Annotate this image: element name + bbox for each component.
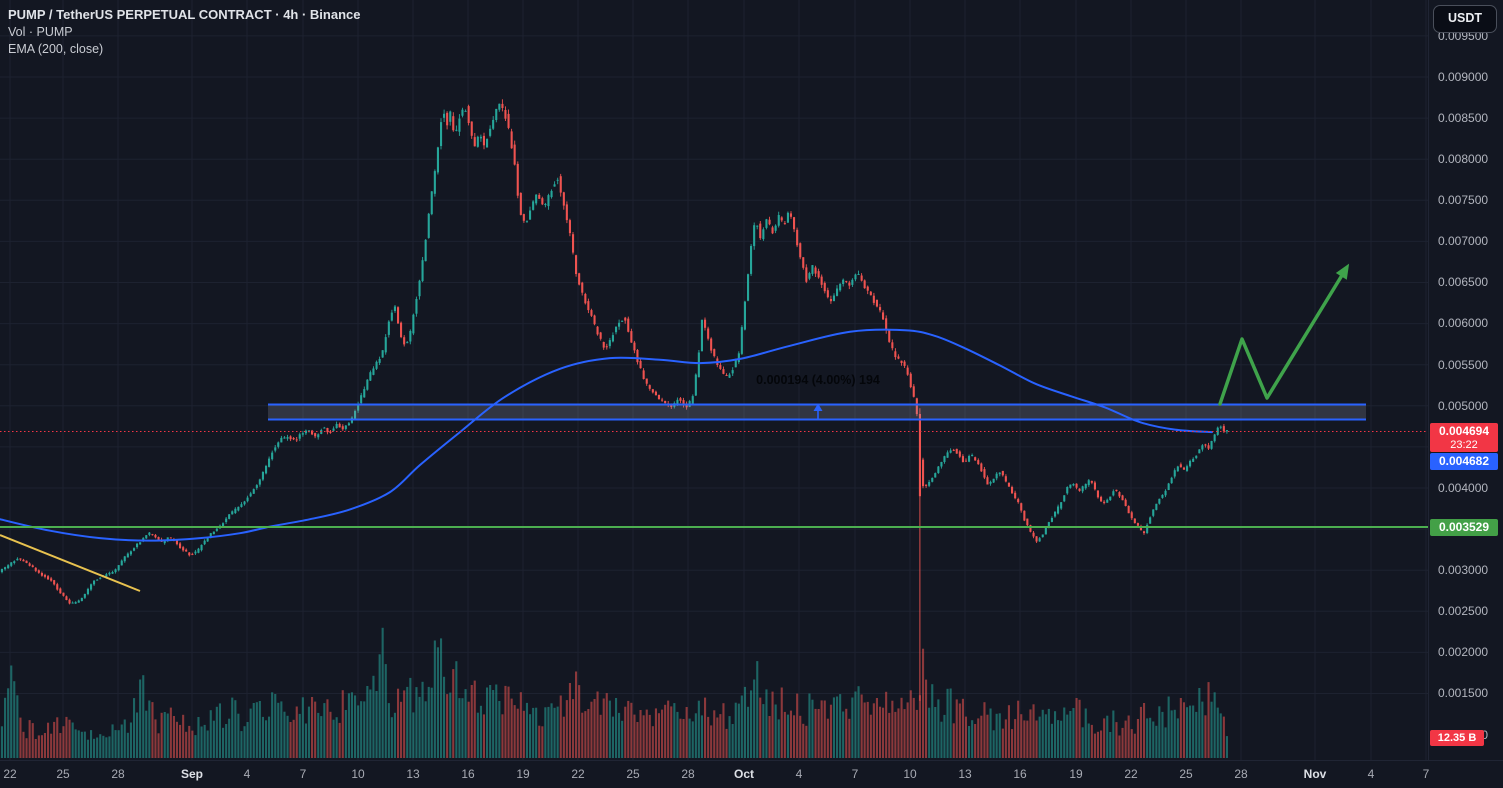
volume-layer: [0, 627, 1228, 758]
time-axis[interactable]: 22 25 28 Sep 4 7 10 13 16 19 22 25 28 Oct 4 7 10 13 16 19 22…: [0, 760, 1503, 788]
chart-legend: PUMP / TetherUS PERPETUAL CONTRACT · 4h …: [8, 6, 361, 59]
time-tick-label: 19: [1069, 767, 1083, 781]
time-month-label: Sep: [180, 767, 204, 781]
time-tick-label: 7: [299, 767, 307, 781]
time-tick-label: 22: [3, 767, 17, 781]
candles-layer: [0, 99, 1228, 701]
time-tick-label: 7: [1422, 767, 1430, 781]
chart-pane[interactable]: PUMP / TetherUS PERPETUAL CONTRACT · 4h …: [0, 0, 1428, 760]
symbol-title[interactable]: PUMP / TetherUS PERPETUAL CONTRACT · 4h …: [8, 7, 361, 22]
last-price-value: 0.004694: [1438, 424, 1490, 438]
volume-value-badge: 12.35 B: [1430, 730, 1484, 746]
trendline-drawing[interactable]: [0, 534, 141, 592]
time-tick-label: 28: [1234, 767, 1248, 781]
time-tick-label: 7: [851, 767, 859, 781]
time-tick-label: 13: [958, 767, 972, 781]
volume-legend[interactable]: Vol · PUMP: [8, 24, 73, 39]
time-tick-label: 4: [243, 767, 251, 781]
time-tick-label: 13: [406, 767, 420, 781]
time-tick-label: 25: [56, 767, 70, 781]
time-tick-label: 25: [626, 767, 640, 781]
price-tick-label: 0.006000: [1438, 316, 1489, 330]
chart-canvas: [0, 0, 1428, 760]
time-tick-label: 10: [903, 767, 917, 781]
support-level-badge: 0.003529: [1430, 519, 1498, 536]
price-range-measure-label: 0.000194 (4.00%) 194: [756, 373, 880, 387]
price-axis[interactable]: 0.0010000.0015000.0020000.0025000.003000…: [1428, 0, 1503, 760]
time-tick-label: 22: [571, 767, 585, 781]
resistance-zone-drawing[interactable]: [268, 403, 1366, 421]
price-tick-label: 0.009000: [1438, 70, 1489, 84]
currency-toggle-button[interactable]: USDT: [1433, 5, 1497, 33]
time-month-label: Nov: [1303, 767, 1327, 781]
ema-value-badge: 0.004682: [1430, 453, 1498, 470]
price-tick-label: 0.005500: [1438, 358, 1489, 372]
time-tick-label: 28: [681, 767, 695, 781]
last-price-badge: 0.004694 23:22: [1430, 423, 1498, 452]
projection-arrow-drawing[interactable]: [1218, 263, 1350, 406]
ema-line: [0, 328, 1213, 542]
time-month-label: Oct: [733, 767, 755, 781]
price-tick-label: 0.003000: [1438, 563, 1489, 577]
time-tick-label: 19: [516, 767, 530, 781]
time-tick-label: 10: [351, 767, 365, 781]
price-tick-label: 0.008000: [1438, 152, 1489, 166]
price-range-arrow-icon[interactable]: [813, 403, 823, 419]
ema-legend[interactable]: EMA (200, close): [8, 42, 104, 56]
bar-countdown: 23:22: [1450, 439, 1478, 451]
grid-layer: [0, 0, 1428, 760]
price-tick-label: 0.004000: [1438, 481, 1489, 495]
time-tick-label: 4: [1367, 767, 1375, 781]
price-tick-label: 0.002500: [1438, 604, 1489, 618]
time-tick-label: 4: [795, 767, 803, 781]
price-tick-label: 0.007500: [1438, 193, 1489, 207]
time-tick-label: 25: [1179, 767, 1193, 781]
price-tick-label: 0.008500: [1438, 111, 1489, 125]
time-tick-label: 22: [1124, 767, 1138, 781]
price-tick-label: 0.002000: [1438, 645, 1489, 659]
price-tick-label: 0.006500: [1438, 275, 1489, 289]
price-tick-label: 0.007000: [1438, 234, 1489, 248]
time-tick-label: 16: [461, 767, 475, 781]
time-tick-label: 28: [111, 767, 125, 781]
price-tick-label: 0.001500: [1438, 686, 1489, 700]
price-tick-label: 0.005000: [1438, 399, 1489, 413]
time-tick-label: 16: [1013, 767, 1027, 781]
